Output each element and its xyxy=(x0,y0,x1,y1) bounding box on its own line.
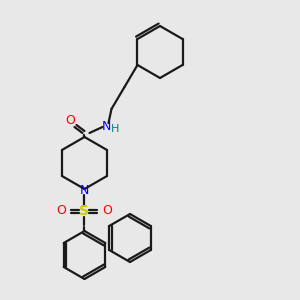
Text: N: N xyxy=(102,121,111,134)
Text: H: H xyxy=(111,124,120,134)
Text: S: S xyxy=(80,204,89,218)
Text: O: O xyxy=(65,115,75,128)
Text: O: O xyxy=(56,205,66,218)
Text: N: N xyxy=(80,184,89,196)
Text: O: O xyxy=(103,205,112,218)
